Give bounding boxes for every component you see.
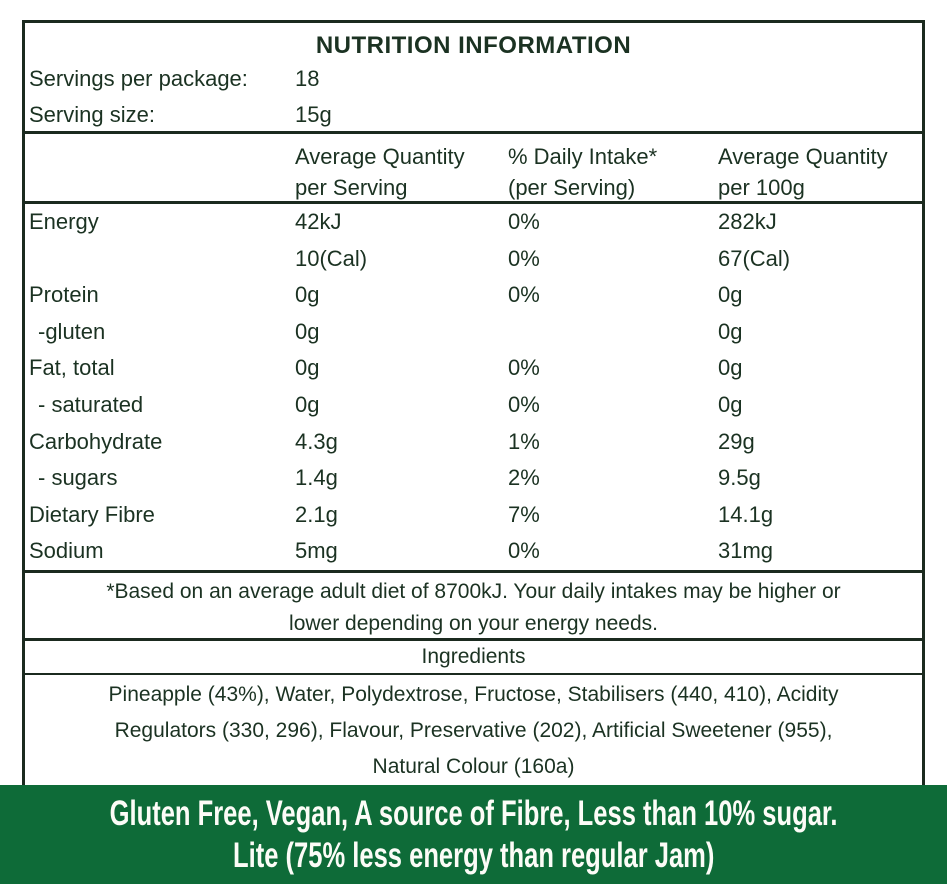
- serving-size-row: Serving size: 15g: [25, 97, 922, 133]
- table-row-sugars: - sugars 1.4g 2% 9.5g: [25, 460, 922, 497]
- row-label: Carbohydrate: [29, 428, 163, 454]
- row-daily-intake: 0%: [508, 282, 540, 308]
- table-row-dietary-fibre: Dietary Fibre 2.1g 7% 14.1g: [25, 497, 922, 534]
- row-daily-intake: 2%: [508, 465, 540, 491]
- servings-per-package-value: 18: [295, 66, 320, 91]
- row-per-serving: 0g: [295, 391, 320, 417]
- row-per-serving: 5mg: [295, 538, 338, 564]
- row-per-100g: 0g: [718, 282, 743, 308]
- daily-intake-footnote: *Based on an average adult diet of 8700k…: [25, 570, 922, 638]
- row-daily-intake: 1%: [508, 428, 540, 454]
- row-per-100g: 31mg: [718, 538, 774, 564]
- row-per-serving: 2.1g: [295, 501, 338, 527]
- row-per-serving: 1.4g: [295, 465, 338, 491]
- row-label: Fat, total: [29, 355, 115, 381]
- table-row-energy: Energy 42kJ 0% 282kJ: [25, 204, 922, 241]
- servings-per-package-row: Servings per package: 18: [25, 61, 922, 97]
- row-label: Sodium: [29, 538, 104, 564]
- row-per-serving: 10(Cal): [295, 245, 368, 271]
- row-label: Energy: [29, 209, 99, 234]
- row-label: -gluten: [38, 318, 106, 344]
- row-daily-intake: 0%: [508, 538, 540, 564]
- row-per-100g: 29g: [718, 428, 755, 454]
- row-daily-intake: 0%: [508, 355, 540, 381]
- column-header-per-serving: Average Quantity per Serving: [295, 144, 465, 200]
- servings-per-package-label: Servings per package:: [29, 66, 248, 91]
- row-per-100g: 67(Cal): [718, 245, 791, 271]
- serving-size-value: 15g: [295, 102, 332, 127]
- claims-banner-line2: Lite (75% less energy than regular Jam): [232, 835, 715, 875]
- nutrition-panel: NUTRITION INFORMATION Servings per packa…: [22, 20, 925, 785]
- row-per-serving: 42kJ: [295, 209, 342, 234]
- ingredients-list: Pineapple (43%), Water, Polydextrose, Fr…: [25, 673, 922, 780]
- column-header-per-100g: Average Quantity per 100g: [718, 144, 888, 200]
- row-per-100g: 282kJ: [718, 209, 777, 234]
- table-row-sodium: Sodium 5mg 0% 31mg: [25, 533, 922, 570]
- row-label: [25, 241, 295, 278]
- row-per-100g: 9.5g: [718, 465, 761, 491]
- nutrient-table: Energy 42kJ 0% 282kJ 10(Cal) 0% 67(Cal) …: [25, 201, 922, 570]
- table-row-fat-total: Fat, total 0g 0% 0g: [25, 350, 922, 387]
- row-label: Dietary Fibre: [29, 501, 155, 527]
- row-daily-intake: 0%: [508, 391, 540, 417]
- row-per-serving: 0g: [295, 355, 320, 381]
- column-header-daily-intake: % Daily Intake* (per Serving): [508, 144, 658, 200]
- table-row-gluten: -gluten 0g 0g: [25, 314, 922, 351]
- table-row-protein: Protein 0g 0% 0g: [25, 277, 922, 314]
- row-label: - saturated: [38, 391, 144, 417]
- row-label: - sugars: [38, 465, 118, 491]
- row-daily-intake: 0%: [508, 209, 540, 234]
- row-daily-intake: [508, 314, 718, 351]
- claims-banner: Gluten Free, Vegan, A source of Fibre, L…: [0, 785, 947, 884]
- table-row-energy-cal: 10(Cal) 0% 67(Cal): [25, 241, 922, 278]
- table-row-saturated: - saturated 0g 0% 0g: [25, 387, 922, 424]
- ingredients-header: Ingredients: [25, 638, 922, 673]
- column-headers: Average Quantity per Serving % Daily Int…: [25, 131, 922, 201]
- row-per-serving: 0g: [295, 318, 320, 344]
- serving-size-label: Serving size:: [29, 102, 155, 127]
- claims-banner-line1: Gluten Free, Vegan, A source of Fibre, L…: [109, 793, 838, 833]
- row-per-serving: 0g: [295, 282, 320, 308]
- row-per-serving: 4.3g: [295, 428, 338, 454]
- panel-title: NUTRITION INFORMATION: [315, 32, 632, 59]
- column-header-empty: [25, 134, 295, 203]
- panel-header: NUTRITION INFORMATION Servings per packa…: [25, 23, 922, 131]
- row-per-100g: 0g: [718, 355, 743, 381]
- table-row-carbohydrate: Carbohydrate 4.3g 1% 29g: [25, 424, 922, 461]
- row-daily-intake: 7%: [508, 501, 540, 527]
- row-label: Protein: [29, 282, 99, 308]
- row-per-100g: 14.1g: [718, 501, 774, 527]
- row-daily-intake: 0%: [508, 245, 540, 271]
- row-per-100g: 0g: [718, 318, 743, 344]
- row-per-100g: 0g: [718, 391, 743, 417]
